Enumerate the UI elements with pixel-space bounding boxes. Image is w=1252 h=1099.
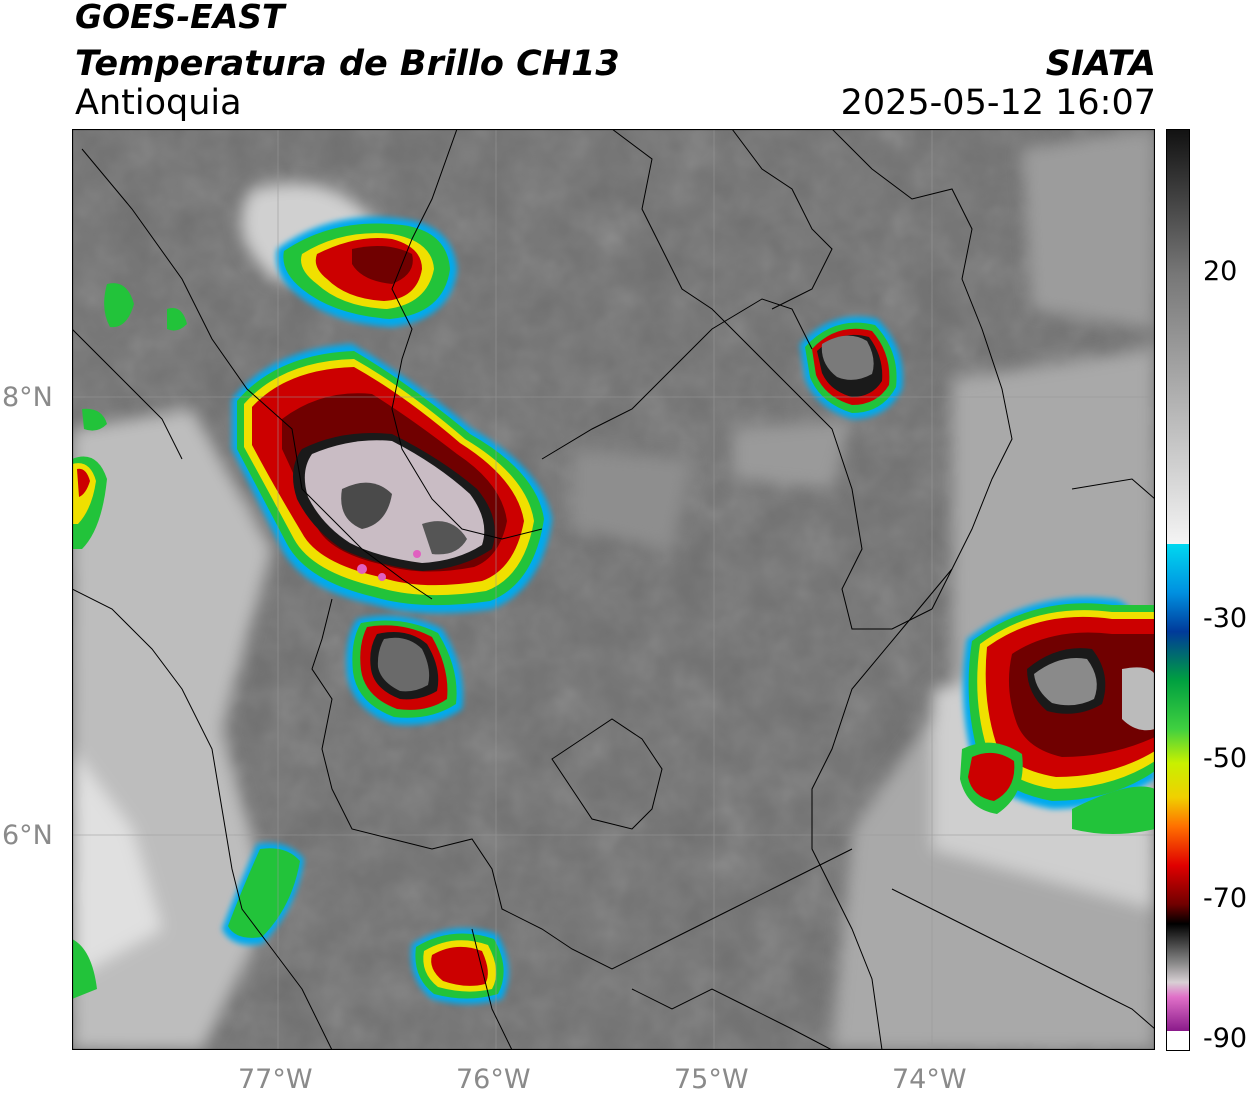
colorbar-label-minus90: -90 bbox=[1203, 1023, 1248, 1054]
lon-label-75w: 75°W bbox=[674, 1064, 749, 1095]
lon-label-76w: 76°W bbox=[456, 1064, 531, 1095]
colorbar-gray-segment bbox=[1166, 129, 1190, 544]
storm-cell-east bbox=[960, 597, 1155, 834]
map-frame bbox=[72, 129, 1155, 1050]
storm-cell-south-central bbox=[346, 615, 463, 725]
colorbar-label-minus70: -70 bbox=[1203, 883, 1248, 914]
colorbar-color-segment bbox=[1166, 544, 1190, 1031]
lat-label-8n: 8°N bbox=[2, 382, 53, 413]
storm-cell-northeast bbox=[800, 316, 903, 419]
colorbar-label-20: 20 bbox=[1203, 256, 1238, 287]
storm-cell-south bbox=[411, 928, 509, 1004]
storm-cell-central bbox=[232, 344, 552, 613]
colorbar-frame bbox=[1166, 129, 1190, 1051]
small-cells-west bbox=[72, 283, 304, 999]
lon-label-74w: 74°W bbox=[892, 1064, 967, 1095]
colorbar-label-minus50: -50 bbox=[1203, 743, 1248, 774]
satellite-map bbox=[72, 129, 1155, 1050]
datetime-label: 2025-05-12 16:07 bbox=[840, 83, 1156, 123]
satellite-title: GOES-EAST bbox=[75, 0, 285, 36]
colorbar-min-segment bbox=[1166, 1031, 1190, 1051]
lat-label-6n: 6°N bbox=[2, 820, 53, 851]
region-label: Antioquia bbox=[75, 83, 242, 123]
graticule bbox=[72, 129, 1155, 1050]
agency-label: SIATA bbox=[1045, 44, 1156, 84]
lon-label-77w: 77°W bbox=[238, 1064, 313, 1095]
temperature-colorbar bbox=[1166, 129, 1190, 1051]
colorbar-label-minus30: -30 bbox=[1203, 603, 1248, 634]
product-title: Temperatura de Brillo CH13 bbox=[75, 44, 620, 84]
admin-boundaries bbox=[72, 129, 1155, 1050]
